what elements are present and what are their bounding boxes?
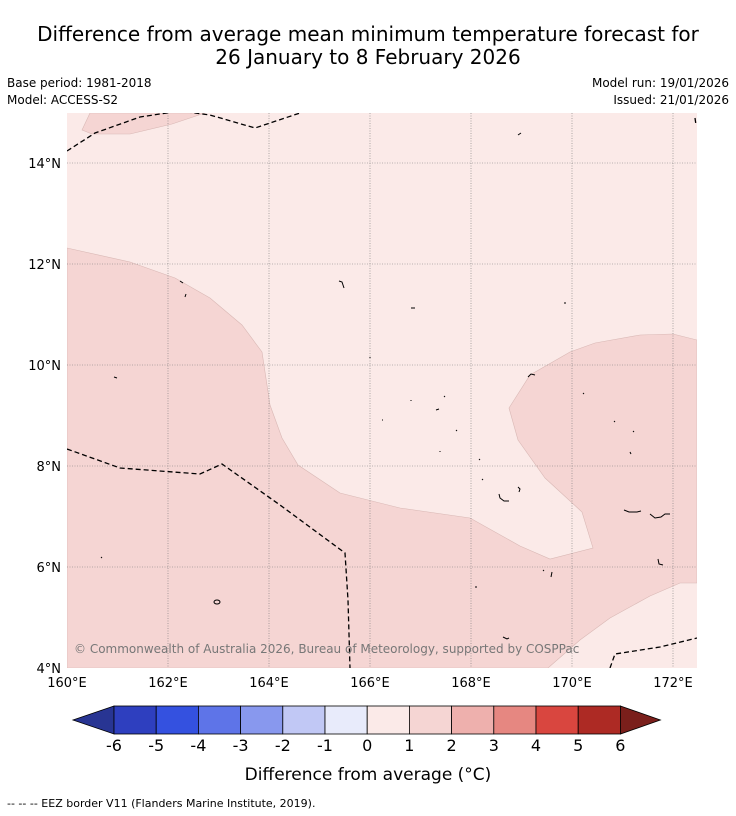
lon-label: 172°E bbox=[653, 676, 693, 691]
colorbar-segment bbox=[155, 705, 199, 735]
copyright-notice: © Commonwealth of Australia 2026, Bureau… bbox=[74, 642, 579, 656]
colorbar-tick: 0 bbox=[362, 736, 372, 755]
lat-label: 6°N bbox=[37, 561, 62, 576]
model-run: Model run: 19/01/2026 bbox=[591, 76, 729, 90]
colorbar-tick: -1 bbox=[317, 736, 333, 755]
anomaly-region-west bbox=[67, 247, 697, 668]
colorbar-segment bbox=[366, 705, 410, 735]
lon-label: 164°E bbox=[249, 676, 289, 691]
colorbar-segment bbox=[113, 705, 157, 735]
colorbar-tick: -2 bbox=[275, 736, 291, 755]
colorbar-label: Difference from average (°C) bbox=[245, 765, 492, 785]
colorbar-extend-high bbox=[620, 705, 662, 735]
model-name: Model: ACCESS-S2 bbox=[7, 93, 119, 107]
lon-label: 168°E bbox=[451, 676, 491, 691]
colorbar-segment bbox=[240, 705, 284, 735]
colorbar-segment bbox=[282, 705, 326, 735]
map-plot-area: © Commonwealth of Australia 2026, Bureau… bbox=[67, 113, 697, 668]
longitude-labels: 160°E 162°E 164°E 166°E 168°E 170°E 172°… bbox=[47, 676, 693, 691]
lat-label: 8°N bbox=[37, 460, 62, 475]
colorbar-tick: 6 bbox=[615, 736, 625, 755]
map-title-line1: Difference from average mean minimum tem… bbox=[37, 22, 699, 46]
colorbar-segment bbox=[197, 705, 241, 735]
colorbar-segment bbox=[451, 705, 495, 735]
base-period: Base period: 1981-2018 bbox=[7, 76, 152, 90]
lon-label: 170°E bbox=[552, 676, 592, 691]
eez-borders bbox=[67, 113, 697, 668]
colorbar-segment bbox=[324, 705, 368, 735]
lat-label: 14°N bbox=[28, 157, 61, 172]
eez-legend-note: -- -- -- EEZ border V11 (Flanders Marine… bbox=[7, 797, 316, 810]
colorbar-extend-low bbox=[71, 705, 115, 735]
issued-date: Issued: 21/01/2026 bbox=[613, 93, 729, 107]
latitude-labels: 14°N 12°N 10°N 8°N 6°N 4°N bbox=[28, 157, 61, 677]
lon-label: 166°E bbox=[350, 676, 390, 691]
lat-label: 4°N bbox=[37, 662, 62, 677]
colorbar bbox=[71, 705, 662, 735]
colorbar-tick: -5 bbox=[148, 736, 164, 755]
lon-label: 160°E bbox=[47, 676, 87, 691]
colorbar-tick: -4 bbox=[190, 736, 206, 755]
colorbar-tick: 2 bbox=[447, 736, 457, 755]
island-outlines bbox=[100, 132, 670, 640]
anomaly-region-north bbox=[81, 113, 206, 135]
lon-label: 162°E bbox=[148, 676, 188, 691]
lat-label: 12°N bbox=[28, 258, 61, 273]
colorbar-segment bbox=[535, 705, 579, 735]
colorbar-tick: 4 bbox=[531, 736, 541, 755]
colorbar-tick: -3 bbox=[233, 736, 249, 755]
colorbar-segment bbox=[577, 705, 621, 735]
colorbar-tick: -6 bbox=[106, 736, 122, 755]
colorbar-segment bbox=[493, 705, 537, 735]
graticule bbox=[67, 113, 697, 668]
colorbar-tick-labels: -6 -5 -4 -3 -2 -1 0 1 2 3 4 5 6 bbox=[106, 736, 625, 755]
colorbar-segment bbox=[408, 705, 452, 735]
lat-label: 10°N bbox=[28, 359, 61, 374]
map-title-line2: 26 January to 8 February 2026 bbox=[215, 45, 521, 69]
colorbar-tick: 5 bbox=[573, 736, 583, 755]
colorbar-tick: 3 bbox=[489, 736, 499, 755]
colorbar-tick: 1 bbox=[404, 736, 414, 755]
